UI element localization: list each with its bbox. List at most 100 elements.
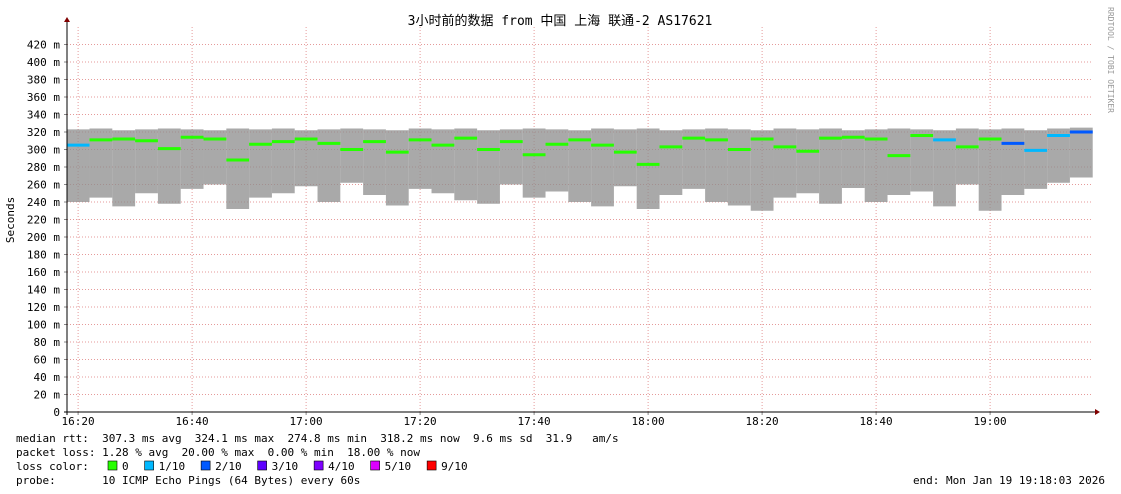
y-tick-label: 20 m (34, 389, 61, 402)
median (477, 148, 500, 151)
legend-swatch (257, 460, 267, 471)
smoke (1001, 128, 1025, 195)
smoke (659, 130, 683, 195)
smoke (1069, 127, 1093, 178)
median (545, 142, 569, 146)
median (613, 150, 637, 154)
smoke (477, 130, 500, 204)
smoke (978, 129, 1002, 211)
median (363, 140, 386, 144)
y-tick-label: 300 m (27, 144, 60, 157)
median (864, 137, 888, 141)
y-tick-label: 40 m (34, 371, 61, 384)
smoke (135, 129, 158, 194)
smoke (522, 128, 546, 198)
smoke (636, 128, 660, 209)
median (522, 153, 546, 157)
y-axis-label: Seconds (4, 197, 17, 243)
smoke (340, 128, 364, 183)
smoke (819, 128, 842, 204)
median (89, 138, 113, 142)
median (271, 140, 295, 144)
smoke (682, 129, 706, 189)
smoke (705, 128, 728, 202)
legend-label: 1/10 (159, 460, 186, 473)
median (431, 143, 455, 147)
legend-swatch (200, 460, 211, 471)
smoke (66, 129, 90, 202)
smoke (317, 129, 341, 202)
median (773, 145, 797, 149)
median (226, 158, 250, 162)
median (135, 139, 158, 143)
x-tick-label: 17:20 (404, 415, 437, 428)
legend-label: 4/10 (328, 460, 355, 473)
median (978, 137, 1002, 141)
y-tick-label: 100 m (27, 319, 60, 332)
median (933, 138, 956, 142)
y-tick-label: 220 m (27, 214, 60, 227)
axis-arrow (64, 17, 70, 22)
smoke (294, 130, 318, 187)
y-tick-label: 360 m (27, 91, 60, 104)
y-tick-label: 340 m (27, 109, 60, 122)
y-tick-label: 260 m (27, 179, 60, 192)
watermark: RRDTOOL / TOBI OETIKER (1106, 7, 1115, 113)
median (796, 149, 820, 153)
smoke (750, 130, 774, 211)
median (454, 136, 478, 140)
smoke (363, 129, 386, 195)
smoke (112, 130, 136, 207)
y-tick-label: 400 m (27, 56, 60, 69)
median (750, 137, 774, 141)
median (682, 136, 706, 140)
smoke (180, 129, 204, 189)
median (66, 143, 90, 147)
x-tick-label: 17:00 (290, 415, 323, 428)
y-tick-label: 280 m (27, 161, 60, 174)
y-tick-label: 140 m (27, 284, 60, 297)
smoke (955, 128, 979, 185)
y-tick-label: 160 m (27, 266, 60, 279)
smoke (864, 129, 888, 202)
median (112, 137, 136, 141)
stats: median rtt: 307.3 ms avg 324.1 ms max 27… (16, 432, 619, 445)
probe: probe: 10 ICMP Echo Pings (64 Bytes) eve… (16, 474, 360, 487)
smoke (545, 129, 569, 192)
x-tick-label: 16:40 (176, 415, 209, 428)
median (955, 145, 979, 149)
smoke (454, 128, 478, 201)
smoke (1024, 130, 1048, 189)
median (1069, 130, 1093, 134)
y-tick-label: 0 (53, 406, 60, 419)
smoke (249, 129, 272, 198)
axis-arrow (1095, 409, 1100, 415)
smoke (1047, 128, 1070, 183)
smoke (203, 130, 227, 185)
legend-label: 5/10 (385, 460, 412, 473)
y-tick-label: 240 m (27, 196, 60, 209)
legend-title: loss color: (16, 460, 89, 473)
legend-label: 0 (122, 460, 129, 473)
y-tick-label: 120 m (27, 301, 60, 314)
smoke (910, 129, 934, 192)
x-tick-label: 17:40 (518, 415, 551, 428)
y-tick-label: 180 m (27, 249, 60, 262)
y-tick-label: 200 m (27, 231, 60, 244)
median (819, 136, 842, 140)
median (317, 141, 341, 145)
legend-swatch (107, 460, 118, 471)
smoke (773, 128, 797, 198)
median (408, 138, 432, 142)
median (659, 145, 683, 149)
median (385, 150, 409, 154)
smoke (431, 129, 455, 194)
median (249, 142, 272, 146)
smoke (385, 130, 409, 206)
x-tick-label: 18:40 (860, 415, 893, 428)
smoke (887, 128, 911, 195)
median (568, 138, 592, 142)
x-tick-label: 16:20 (62, 415, 95, 428)
median (887, 154, 911, 158)
